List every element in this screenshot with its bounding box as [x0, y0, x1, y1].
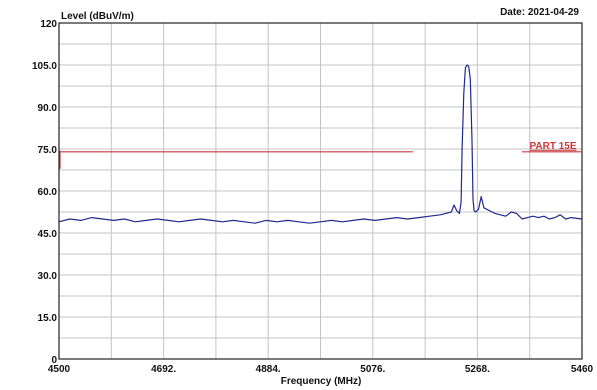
y-tick-label: 0: [51, 355, 57, 366]
series-group: [58, 64, 583, 224]
x-tick-label: 4500: [48, 364, 71, 375]
y-axis-label: Level (dBuV/m): [61, 11, 134, 22]
limit-line-group: PART 15E: [59, 141, 581, 169]
x-tick-label: 5076.: [360, 364, 385, 375]
x-tick-label: 5268.: [465, 364, 490, 375]
x-tick-labels: 4500 4692. 4884. 5076. 5268. 5460: [48, 364, 594, 375]
y-tick-label: 45.0: [38, 229, 58, 240]
y-tick-label: 60.0: [38, 187, 58, 198]
y-tick-label: 15.0: [38, 313, 58, 324]
y-tick-label: 30.0: [38, 271, 58, 282]
y-tick-label: 75.0: [38, 145, 58, 156]
y-tick-label: 90.0: [38, 103, 58, 114]
y-tick-labels: 0 15.0 30.0 45.0 60.0 75.0 90.0 105.0 120: [32, 19, 57, 366]
limit-line-label: PART 15E: [529, 141, 576, 152]
x-axis-label: Frequency (MHz): [281, 376, 362, 387]
y-tick-label: 120: [40, 19, 57, 30]
y-tick-label: 105.0: [32, 61, 57, 72]
x-tick-label: 4884.: [256, 364, 281, 375]
x-tick-label: 5460: [571, 364, 594, 375]
series-line: [58, 64, 583, 224]
x-tick-label: 4692.: [151, 364, 176, 375]
date-label: Date: 2021-04-29: [500, 7, 579, 18]
plot-frame: [58, 22, 583, 360]
grid: [59, 23, 582, 359]
